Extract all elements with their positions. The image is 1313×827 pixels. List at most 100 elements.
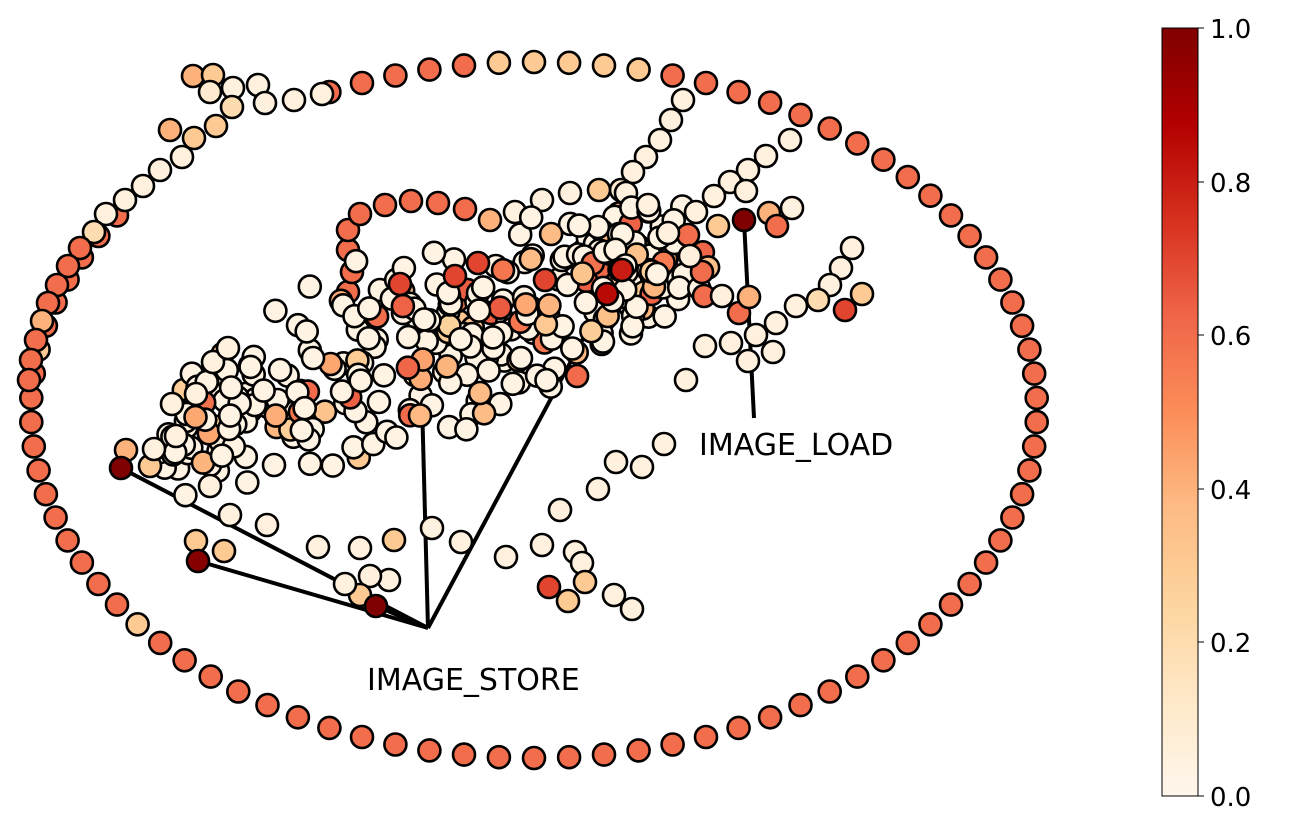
- cluster-node: [356, 325, 381, 351]
- cluster-node: [419, 515, 445, 541]
- branch-node: [760, 339, 786, 365]
- cluster-node: [465, 250, 491, 276]
- colorbar-tick-label: 0.4: [1210, 476, 1251, 506]
- graph-edge: [379, 604, 429, 630]
- cluster-node: [487, 295, 513, 321]
- branch-node: [658, 107, 684, 133]
- cluster-node: [624, 294, 649, 320]
- colorbar-gradient: [1161, 27, 1199, 797]
- tail-node: [16, 367, 42, 393]
- ring-node: [55, 528, 80, 553]
- ring-node: [1000, 290, 1025, 315]
- cluster-node: [390, 293, 416, 319]
- cluster-node: [442, 263, 468, 289]
- cluster-node: [677, 243, 703, 269]
- ring-node: [1021, 361, 1047, 386]
- cluster-node: [692, 333, 718, 359]
- cluster-node: [320, 453, 346, 478]
- cluster-node: [689, 259, 715, 285]
- tail-node: [93, 201, 119, 227]
- cluster-node: [267, 357, 293, 383]
- cluster-node: [644, 261, 670, 287]
- branch-node: [764, 213, 790, 239]
- tail-node: [55, 253, 81, 279]
- cluster-node: [381, 527, 407, 553]
- cluster-node: [434, 354, 460, 379]
- ring-node: [86, 571, 111, 597]
- cluster-node: [183, 404, 208, 430]
- ring-node: [591, 53, 617, 78]
- ring-node: [349, 724, 375, 750]
- image-load-label: IMAGE_LOAD: [699, 428, 893, 463]
- cluster-node: [579, 318, 604, 344]
- ring-node: [172, 647, 197, 673]
- cluster-node: [173, 482, 198, 508]
- cluster-node: [183, 381, 209, 407]
- cluster-node: [217, 502, 243, 528]
- cluster-node: [411, 307, 437, 332]
- tail-node: [112, 187, 138, 213]
- ring-node: [895, 164, 921, 190]
- cluster-node: [619, 596, 645, 622]
- branch-node: [670, 87, 696, 113]
- cluster-node: [470, 275, 496, 300]
- cluster-node: [570, 261, 595, 286]
- cluster-node: [683, 199, 709, 225]
- ring-node: [285, 704, 311, 730]
- cluster-node: [536, 574, 562, 600]
- cluster-node: [263, 298, 288, 324]
- ring-node: [1017, 337, 1042, 362]
- ring-node: [626, 57, 651, 82]
- cluster-node: [407, 403, 433, 428]
- branch-node: [735, 348, 761, 374]
- cluster-node: [183, 528, 209, 554]
- cluster-node: [476, 358, 501, 383]
- colorbar-tick-label: 1.0: [1210, 15, 1251, 45]
- cluster-node: [534, 367, 559, 393]
- cluster-node: [329, 379, 355, 404]
- cluster-node: [573, 290, 599, 315]
- ring-node: [660, 63, 685, 88]
- ring-node: [383, 732, 408, 757]
- ring-node: [486, 50, 512, 76]
- ring-node: [26, 458, 51, 483]
- colorbar-tick-label: 0.8: [1210, 169, 1251, 199]
- hot-node: [185, 548, 211, 574]
- branch-node: [743, 322, 769, 348]
- cluster-node: [652, 304, 678, 329]
- branch-node: [779, 195, 805, 221]
- cluster-node: [371, 362, 397, 388]
- branch-node: [777, 127, 803, 153]
- arc-node: [372, 192, 398, 218]
- tail-node: [181, 125, 207, 151]
- ring-node: [757, 704, 783, 730]
- ring-node: [198, 664, 223, 689]
- cluster-node: [218, 375, 244, 400]
- hot-node: [609, 257, 635, 283]
- cluster-node: [480, 325, 506, 350]
- branch-node: [783, 293, 809, 319]
- cluster-node: [251, 378, 276, 403]
- cluster-node: [655, 220, 681, 246]
- cluster-node: [297, 451, 323, 477]
- ring-node: [1000, 505, 1025, 530]
- cluster-node: [395, 355, 421, 381]
- cluster-node: [518, 246, 544, 272]
- image-store-label: IMAGE_STORE: [367, 663, 580, 698]
- cluster-node: [537, 293, 562, 318]
- ring-node: [556, 50, 582, 76]
- graph-edge: [197, 559, 429, 630]
- cluster-node: [529, 532, 555, 558]
- arc-node: [335, 217, 361, 243]
- ring-node: [693, 724, 719, 750]
- cluster-node: [493, 544, 519, 570]
- ring-node: [1024, 385, 1049, 411]
- cluster-node: [709, 283, 735, 309]
- tail-node: [23, 327, 49, 353]
- tail-node: [67, 235, 93, 261]
- arc-node: [452, 196, 478, 222]
- cluster-node: [585, 476, 611, 502]
- cluster-node: [292, 395, 318, 421]
- branch-node: [763, 310, 789, 336]
- tail-node: [252, 90, 278, 116]
